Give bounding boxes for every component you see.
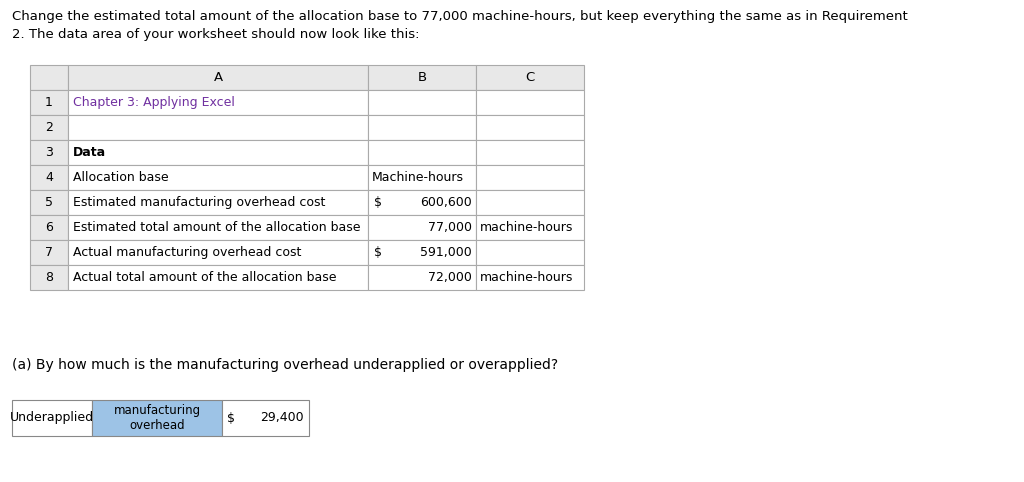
Bar: [30, 115, 68, 140]
Text: 2. The data area of your worksheet should now look like this:: 2. The data area of your worksheet shoul…: [12, 28, 420, 41]
Text: Actual manufacturing overhead cost: Actual manufacturing overhead cost: [73, 246, 301, 259]
Bar: [476, 65, 584, 90]
Bar: [68, 215, 368, 240]
Text: Data: Data: [73, 146, 106, 159]
Text: 77,000: 77,000: [428, 221, 472, 234]
Bar: [30, 240, 68, 265]
Text: Allocation base: Allocation base: [73, 171, 169, 184]
Bar: [368, 240, 476, 265]
Bar: [476, 140, 584, 165]
Bar: [92, 400, 222, 436]
Bar: [368, 65, 476, 90]
Text: 29,400: 29,400: [260, 412, 304, 425]
Text: A: A: [213, 71, 222, 84]
Text: C: C: [525, 71, 535, 84]
Bar: [476, 240, 584, 265]
Text: 4: 4: [45, 171, 53, 184]
Text: 5: 5: [45, 196, 53, 209]
Text: $: $: [227, 412, 234, 425]
Bar: [68, 140, 368, 165]
Text: Estimated total amount of the allocation base: Estimated total amount of the allocation…: [73, 221, 360, 234]
Bar: [30, 215, 68, 240]
Bar: [222, 400, 309, 436]
Text: 3: 3: [45, 146, 53, 159]
Text: 1: 1: [45, 96, 53, 109]
Bar: [368, 265, 476, 290]
Bar: [68, 65, 368, 90]
Text: $: $: [374, 196, 382, 209]
Bar: [368, 215, 476, 240]
Text: 8: 8: [45, 271, 53, 284]
Bar: [476, 115, 584, 140]
Text: 2: 2: [45, 121, 53, 134]
Bar: [368, 190, 476, 215]
Bar: [30, 140, 68, 165]
Text: Machine-hours: Machine-hours: [372, 171, 464, 184]
Bar: [476, 265, 584, 290]
Text: Chapter 3: Applying Excel: Chapter 3: Applying Excel: [73, 96, 234, 109]
Bar: [12, 400, 92, 436]
Text: manufacturing
overhead: manufacturing overhead: [114, 404, 201, 432]
Bar: [68, 265, 368, 290]
Text: Underapplied: Underapplied: [10, 412, 94, 425]
Text: 591,000: 591,000: [420, 246, 472, 259]
Text: machine-hours: machine-hours: [480, 221, 573, 234]
Text: 600,600: 600,600: [420, 196, 472, 209]
Text: Estimated manufacturing overhead cost: Estimated manufacturing overhead cost: [73, 196, 326, 209]
Bar: [476, 90, 584, 115]
Bar: [68, 190, 368, 215]
Bar: [30, 65, 68, 90]
Bar: [30, 165, 68, 190]
Bar: [30, 190, 68, 215]
Bar: [30, 265, 68, 290]
Bar: [68, 165, 368, 190]
Bar: [68, 115, 368, 140]
Bar: [30, 90, 68, 115]
Text: Actual total amount of the allocation base: Actual total amount of the allocation ba…: [73, 271, 337, 284]
Text: machine-hours: machine-hours: [480, 271, 573, 284]
Bar: [368, 90, 476, 115]
Text: Change the estimated total amount of the allocation base to 77,000 machine-hours: Change the estimated total amount of the…: [12, 10, 907, 23]
Text: 7: 7: [45, 246, 53, 259]
Bar: [68, 240, 368, 265]
Bar: [68, 90, 368, 115]
Bar: [368, 115, 476, 140]
Bar: [368, 165, 476, 190]
Text: 6: 6: [45, 221, 53, 234]
Bar: [476, 215, 584, 240]
Text: $: $: [374, 246, 382, 259]
Bar: [368, 140, 476, 165]
Bar: [476, 165, 584, 190]
Bar: [476, 190, 584, 215]
Text: 72,000: 72,000: [428, 271, 472, 284]
Text: B: B: [418, 71, 427, 84]
Text: (a) By how much is the manufacturing overhead underapplied or overapplied?: (a) By how much is the manufacturing ove…: [12, 358, 558, 372]
